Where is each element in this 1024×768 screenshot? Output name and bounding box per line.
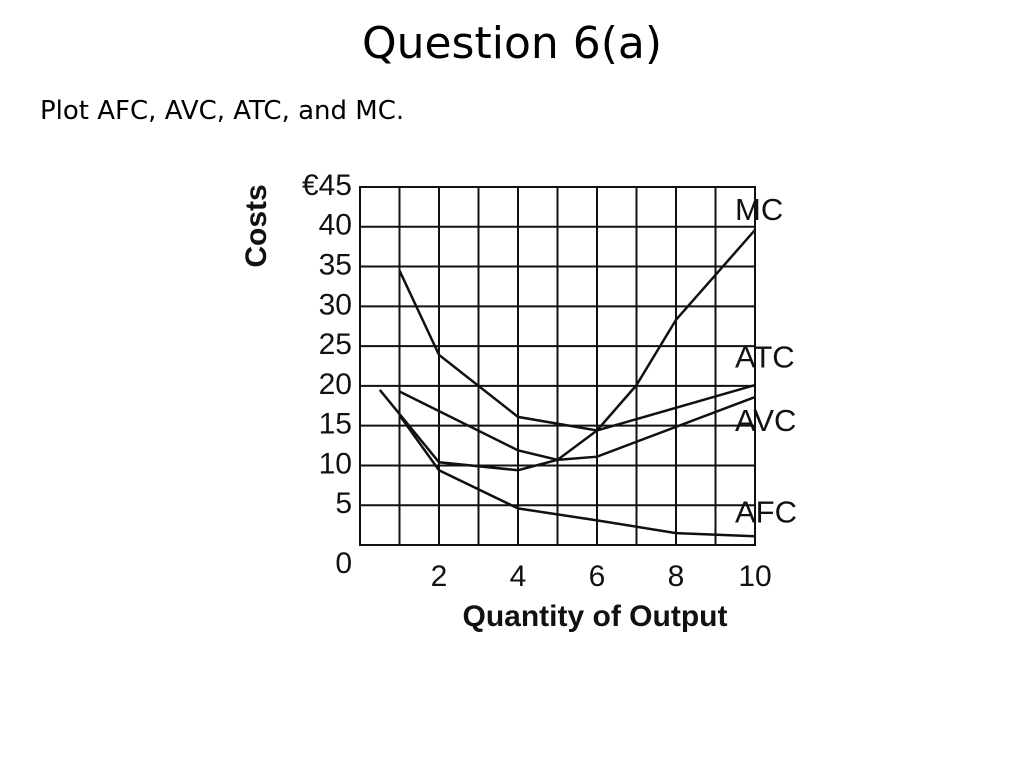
series-line: [398, 414, 756, 538]
y-tick-label: 40: [319, 209, 352, 242]
y-tick-label: 30: [319, 288, 352, 321]
x-axis-title: Quantity of Output: [463, 600, 728, 633]
slide-title: Question 6(a): [361, 18, 663, 69]
series-label: AFC: [735, 494, 797, 529]
y-tick-label: 15: [319, 408, 352, 441]
y-tick-label: 25: [319, 328, 352, 361]
y-tick-label: 5: [335, 487, 352, 520]
y-tick-label: 35: [319, 248, 352, 281]
x-tick-label: 6: [589, 560, 606, 593]
x-tick-label: 4: [510, 560, 527, 593]
x-tick-label: 2: [431, 560, 448, 593]
series-line: [378, 229, 756, 472]
series-line: [398, 390, 756, 462]
slide-subtitle: Plot AFC, AVC, ATC, and MC.: [40, 96, 405, 126]
y-axis-title: Costs: [240, 184, 273, 267]
x-tick-label: 8: [668, 560, 685, 593]
y-tick-label: 10: [319, 447, 352, 480]
series-label: MC: [735, 192, 783, 227]
series-line: [398, 270, 756, 432]
y-tick-label: 0: [335, 547, 352, 580]
series-label: AVC: [735, 403, 796, 438]
y-tick-label: €45: [302, 169, 352, 202]
y-tick-label: 20: [319, 368, 352, 401]
x-tick-label: 10: [738, 560, 771, 593]
series-label: ATC: [735, 339, 795, 374]
